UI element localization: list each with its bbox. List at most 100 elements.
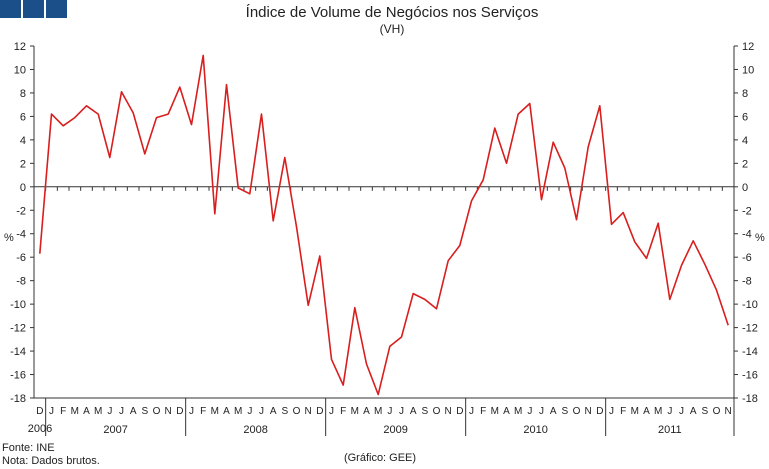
y-tick-label-right: -2 <box>742 205 752 217</box>
x-month-label: O <box>573 406 581 417</box>
y-tick-label-right: 6 <box>742 111 748 123</box>
x-month-label: J <box>189 406 194 417</box>
x-month-label: A <box>410 406 417 417</box>
x-month-label: F <box>60 406 66 417</box>
y-tick-label-right: -10 <box>742 299 758 311</box>
x-month-label: S <box>141 406 148 417</box>
x-month-label: J <box>399 406 404 417</box>
x-year-label: 2007 <box>103 424 127 436</box>
x-month-label: A <box>223 406 230 417</box>
x-month-label: J <box>667 406 672 417</box>
y-tick-label-left: 10 <box>14 64 26 76</box>
x-month-label: A <box>503 406 510 417</box>
x-month-label: F <box>200 406 206 417</box>
x-month-label: A <box>270 406 277 417</box>
y-tick-label-left: 6 <box>20 111 26 123</box>
x-year-labels: 2006 2007 2008 2009 2010 2011 <box>28 398 735 436</box>
x-month-label: O <box>433 406 441 417</box>
x-month-label: S <box>281 406 288 417</box>
logo <box>0 0 67 18</box>
x-year-label: 2006 <box>28 423 52 435</box>
y-tick-label-right: 0 <box>742 182 748 194</box>
x-month-label: A <box>363 406 370 417</box>
logo-square-3 <box>46 0 67 18</box>
x-month-label: O <box>713 406 721 417</box>
y-tick-label-right: 4 <box>742 135 748 147</box>
x-month-label: N <box>585 406 592 417</box>
y-tick-label-left: 8 <box>20 88 26 100</box>
x-year-label: 2009 <box>383 424 407 436</box>
x-month-label: S <box>421 406 428 417</box>
x-month-label: M <box>374 406 382 417</box>
y-tick-label-left: -2 <box>16 205 26 217</box>
x-month-label: A <box>550 406 557 417</box>
y-tick-label-left: -16 <box>10 370 26 382</box>
y-tick-label-left: -14 <box>10 346 26 358</box>
logo-square-1 <box>0 0 21 18</box>
x-month-label: N <box>445 406 452 417</box>
y-tick-label-left: -4 <box>16 229 26 241</box>
y-tick-label-right: 2 <box>742 158 748 170</box>
x-month-label: O <box>153 406 161 417</box>
y-tick-label-right: -16 <box>742 370 758 382</box>
footer-credit: (Gráfico: GEE) <box>344 452 416 464</box>
x-month-label: A <box>83 406 90 417</box>
x-month-label: J <box>247 406 252 417</box>
x-month-label: F <box>340 406 346 417</box>
footer-source: Fonte: INE <box>2 442 55 454</box>
y-tick-label-left: -6 <box>16 252 26 264</box>
y-tick-label-left: -8 <box>16 276 26 288</box>
x-month-label: N <box>305 406 312 417</box>
x-month-label: D <box>176 406 183 417</box>
x-month-label: J <box>107 406 112 417</box>
x-month-label: J <box>49 406 54 417</box>
x-month-label: M <box>514 406 522 417</box>
x-month-label: J <box>259 406 264 417</box>
x-month-label: S <box>701 406 708 417</box>
x-month-label: M <box>71 406 79 417</box>
series-line <box>39 54 729 396</box>
chart-title: Índice de Volume de Negócios nos Serviço… <box>246 4 539 21</box>
x-month-label: S <box>561 406 568 417</box>
axes <box>33 46 735 399</box>
y-tick-label-right: -14 <box>742 346 758 358</box>
y-tick-label-left: 0 <box>20 182 26 194</box>
y-ticks-right: 12 10 8 6 4 2 0 -2 -4 -6 -8 -10 -12 -14 -16 -18 <box>734 41 758 405</box>
x-month-label: J <box>539 406 544 417</box>
x-month-label: D <box>316 406 323 417</box>
y-tick-label-left: -10 <box>10 299 26 311</box>
x-month-label: D <box>596 406 603 417</box>
x-month-label: J <box>119 406 124 417</box>
y-tick-label-right: 12 <box>742 41 754 53</box>
x-month-label: M <box>211 406 219 417</box>
x-month-label: O <box>293 406 301 417</box>
x-month-label: J <box>387 406 392 417</box>
y-tick-label-right: -4 <box>742 229 752 241</box>
x-month-label: A <box>643 406 650 417</box>
x-month-label: D <box>36 406 43 417</box>
x-month-label: J <box>329 406 334 417</box>
x-month-label: M <box>631 406 639 417</box>
x-month-label: M <box>491 406 499 417</box>
x-year-label: 2008 <box>243 424 267 436</box>
y-tick-label-left: 2 <box>20 158 26 170</box>
x-month-label: F <box>620 406 626 417</box>
x-month-label: J <box>527 406 532 417</box>
y-tick-label-left: 4 <box>20 135 26 147</box>
x-month-label: N <box>725 406 732 417</box>
x-month-label: F <box>480 406 486 417</box>
x-month-label: J <box>679 406 684 417</box>
x-month-label: A <box>690 406 697 417</box>
y-tick-label-right: 8 <box>742 88 748 100</box>
x-month-label: M <box>351 406 359 417</box>
y-tick-label-right: -18 <box>742 393 758 405</box>
y-tick-label-left: 12 <box>14 41 26 53</box>
y-tick-label-right: -8 <box>742 276 752 288</box>
y-axis-label-right: % <box>755 232 765 244</box>
y-ticks-left: 12 10 8 6 4 2 0 -2 -4 -6 -8 -10 -12 -14 -16 -18 <box>10 41 34 405</box>
x-month-label: D <box>456 406 463 417</box>
x-month-label: N <box>165 406 172 417</box>
y-tick-label-left: -18 <box>10 393 26 405</box>
y-tick-label-right: -6 <box>742 252 752 264</box>
